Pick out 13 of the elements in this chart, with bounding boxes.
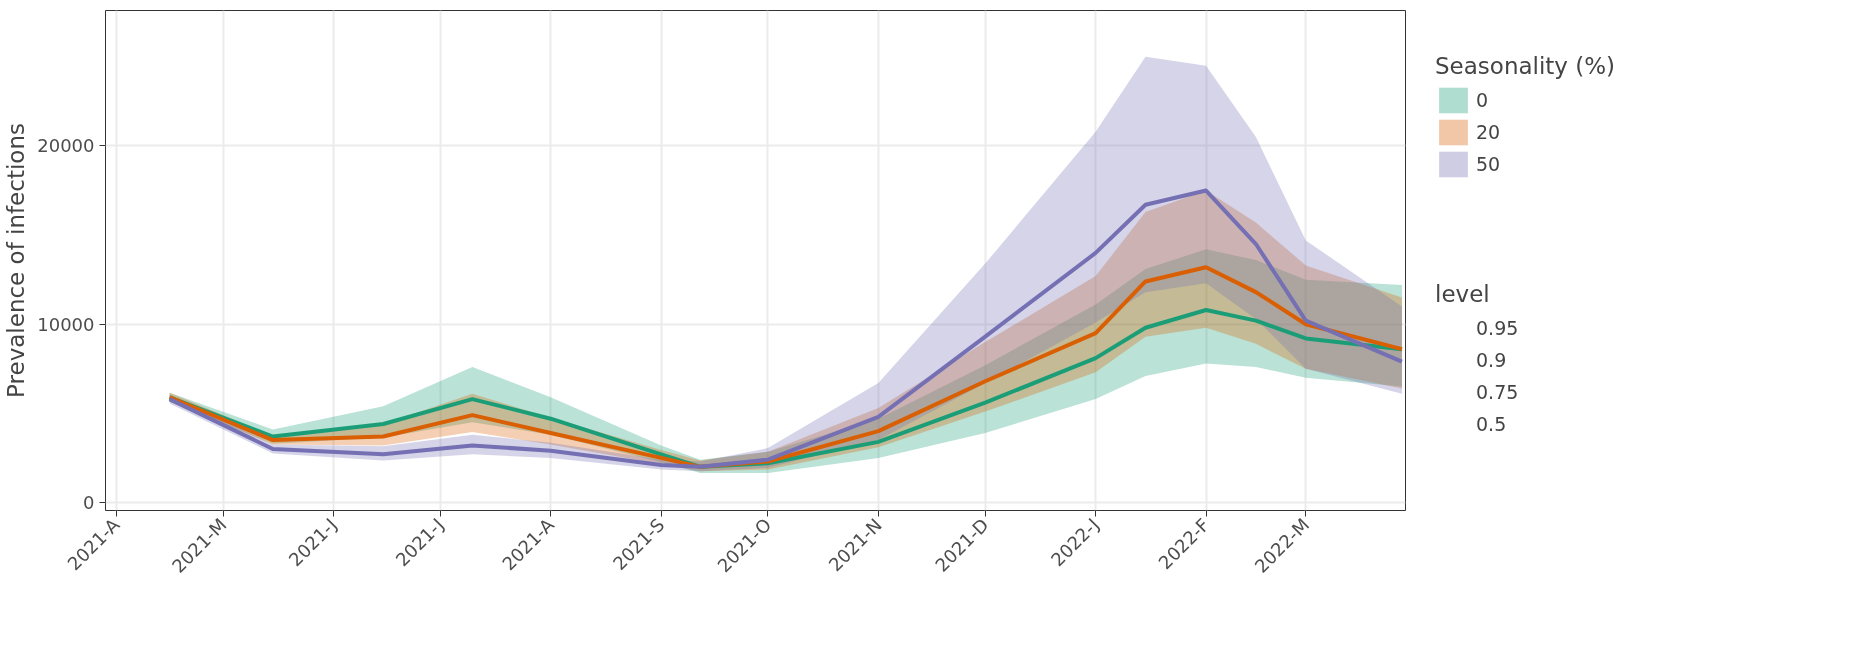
y-tick-label: 10000 — [37, 313, 95, 335]
text: 0.5 — [1476, 412, 1507, 437]
text: 0.75 — [1476, 380, 1519, 405]
text: level — [1435, 281, 1491, 307]
text: 0.9 — [1476, 348, 1507, 373]
y-axis-title: Prevalence of infections — [3, 123, 30, 398]
legend-label: 50 — [1476, 152, 1501, 177]
legend-label: 0 — [1476, 88, 1490, 113]
legend-title: Seasonality (%) — [1435, 53, 1616, 79]
y-tick-label: 0 — [83, 491, 95, 513]
y-tick-label: 20000 — [37, 135, 95, 157]
legend-label: 20 — [1476, 120, 1501, 145]
text: 0.95 — [1476, 316, 1519, 341]
